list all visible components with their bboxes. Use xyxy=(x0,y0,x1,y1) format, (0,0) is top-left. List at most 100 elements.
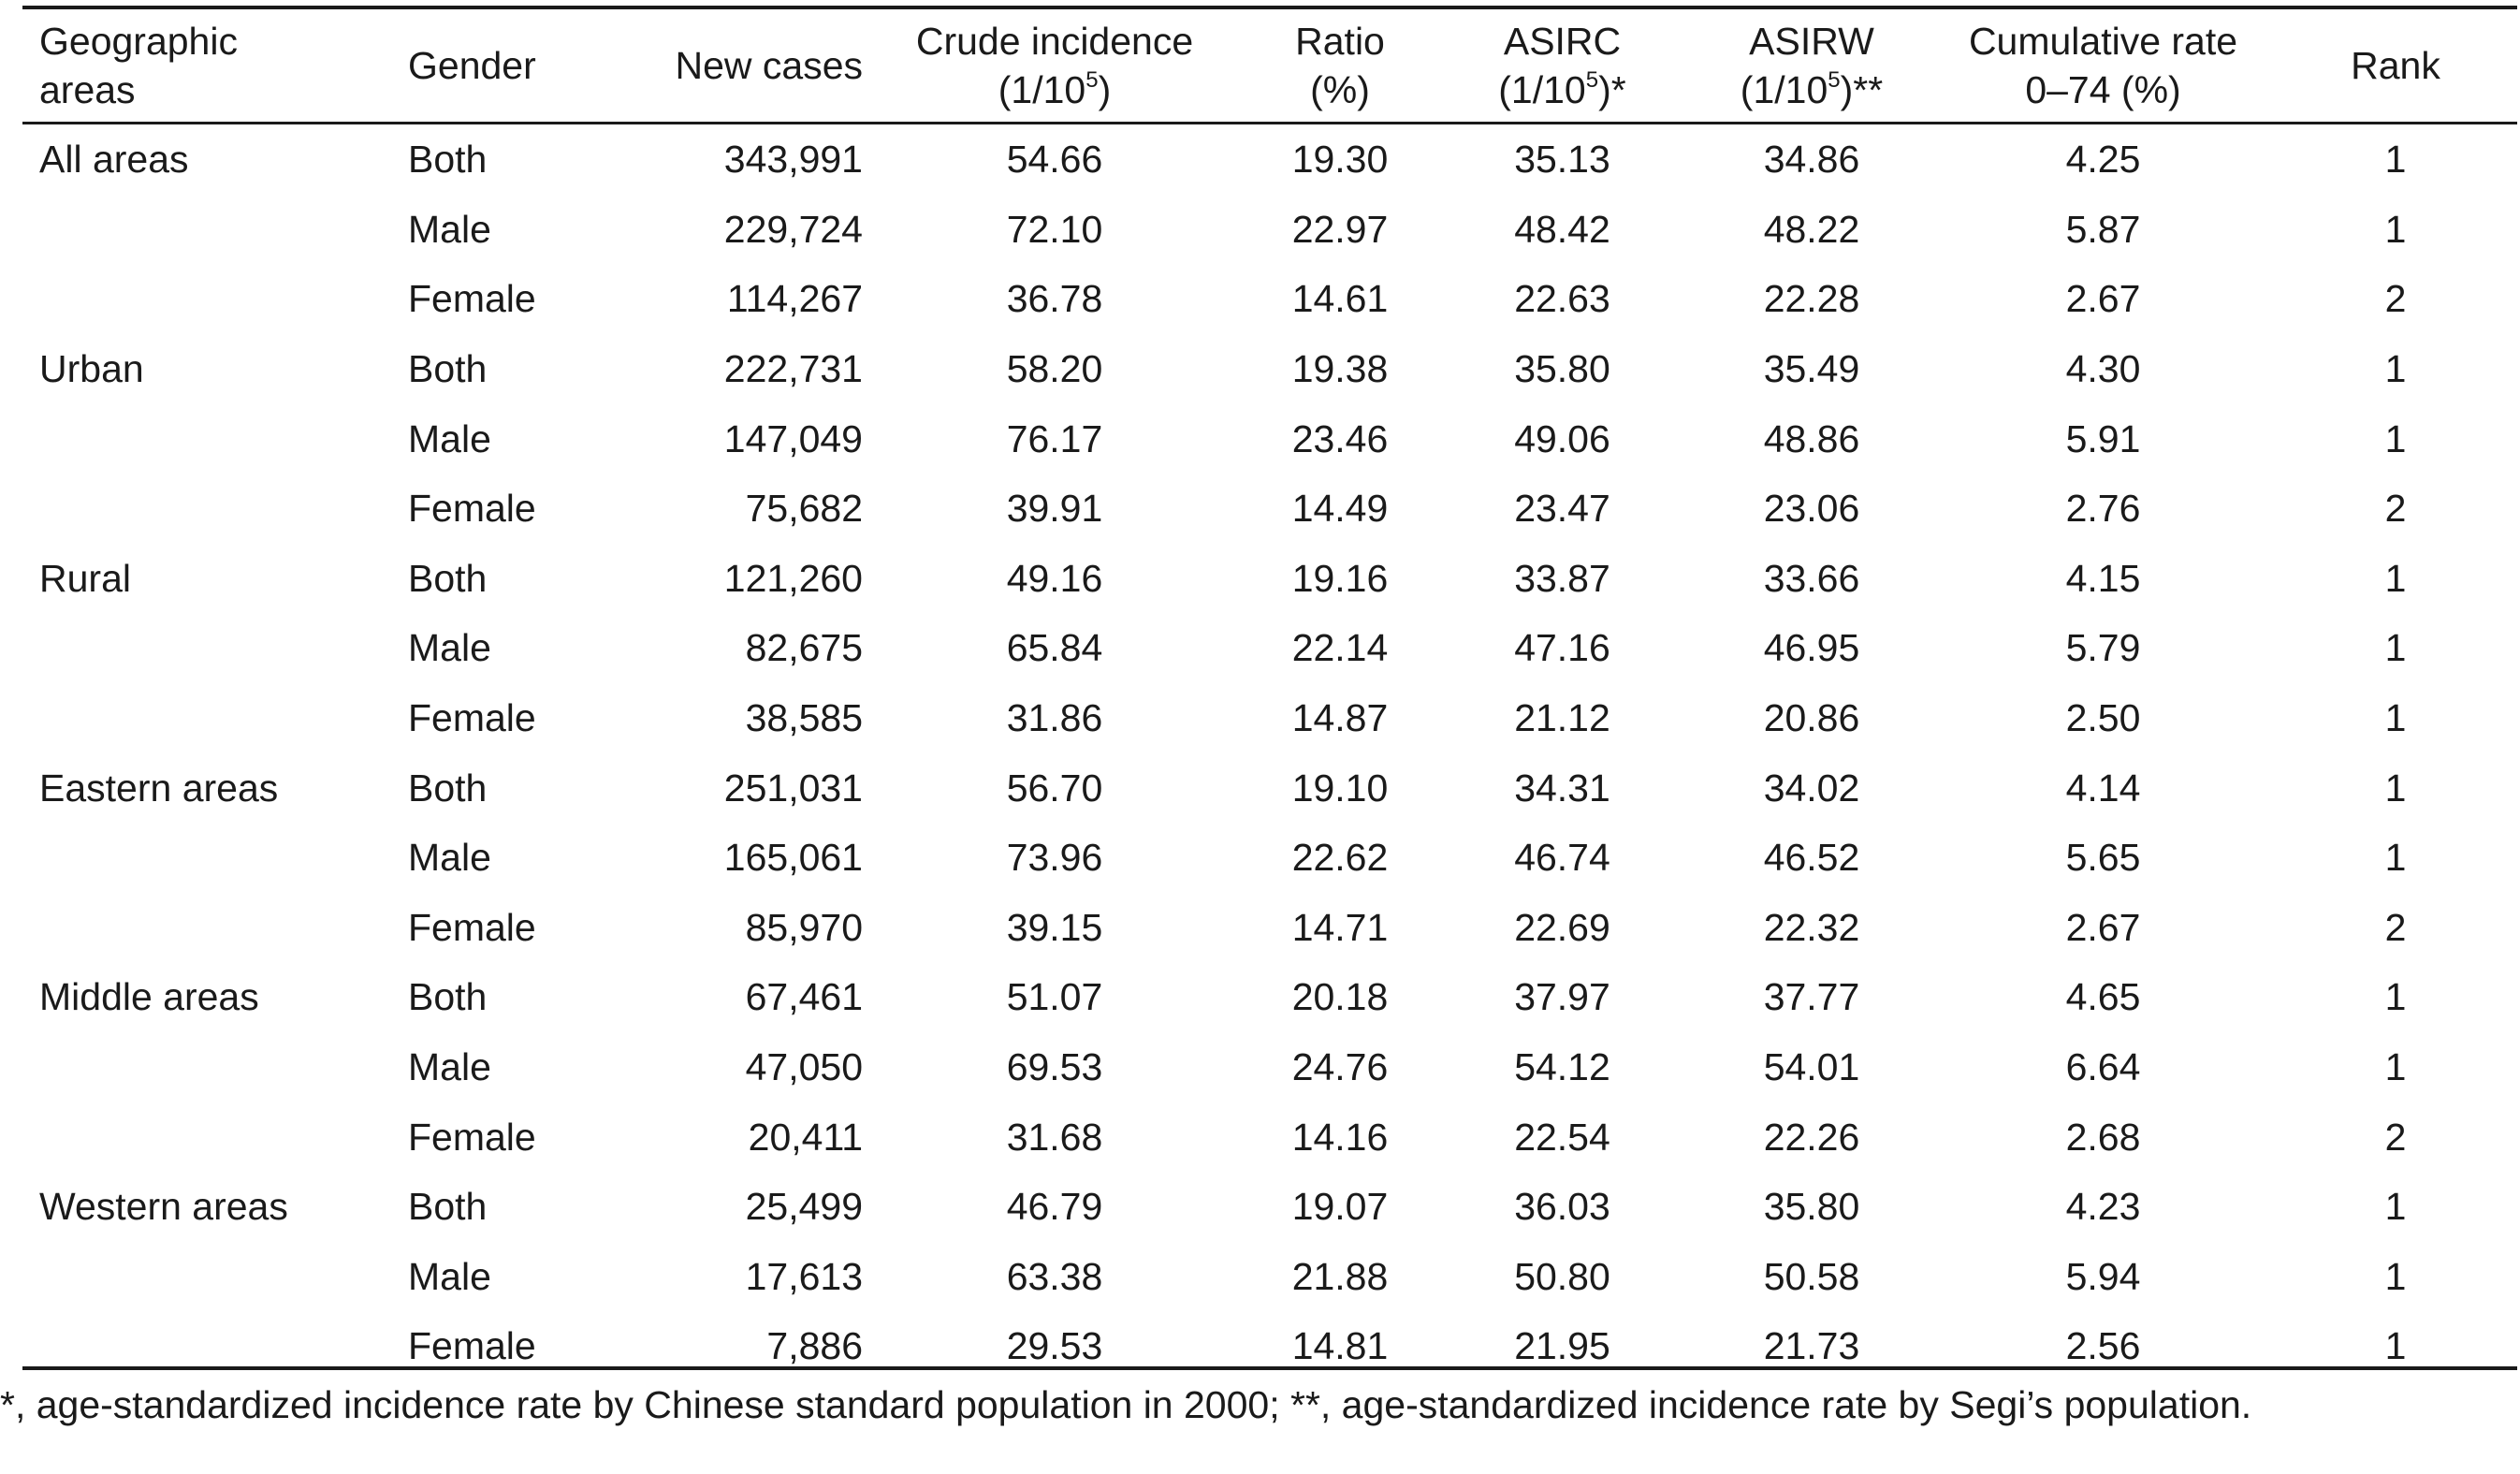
header-cum-title: Cumulative rate xyxy=(1968,20,2238,63)
header-crude-title: Crude incidence xyxy=(915,20,1194,63)
row-gender: Female xyxy=(408,1324,536,1368)
row-crude-incidence: 36.78 xyxy=(1006,277,1103,321)
row-new-cases: 222,731 xyxy=(723,347,863,391)
row-area xyxy=(22,613,408,683)
row-area: Eastern areas xyxy=(39,766,279,810)
row-cumulative-rate: 2.67 xyxy=(2065,277,2141,321)
header-new-cases: New cases xyxy=(675,44,863,87)
table-row: Male 147,049 76.17 23.46 49.06 48.86 5.91 1 xyxy=(22,403,2517,474)
row-gender: Male xyxy=(408,207,491,251)
row-crude-incidence: 29.53 xyxy=(1006,1324,1103,1368)
row-crude-incidence: 69.53 xyxy=(1006,1045,1103,1089)
row-asirc: 21.95 xyxy=(1514,1324,1610,1368)
row-cumulative-rate: 5.79 xyxy=(2065,626,2141,670)
table-row: Female 85,970 39.15 14.71 22.69 22.32 2.67 2 xyxy=(22,893,2517,963)
table-row: Urban Both 222,731 58.20 19.38 35.80 35.49 4.30… xyxy=(22,334,2517,404)
row-rank: 1 xyxy=(2384,975,2407,1019)
row-cumulative-rate: 2.50 xyxy=(2065,696,2141,740)
row-gender: Female xyxy=(408,905,536,949)
row-asirc: 23.47 xyxy=(1514,487,1610,531)
row-area xyxy=(22,403,408,474)
row-area: Urban xyxy=(39,347,144,391)
row-rank: 1 xyxy=(2384,1324,2407,1368)
row-gender: Male xyxy=(408,1254,491,1298)
row-rank: 1 xyxy=(2384,626,2407,670)
row-cumulative-rate: 4.15 xyxy=(2065,556,2141,600)
row-area: Rural xyxy=(39,556,131,600)
row-ratio: 22.97 xyxy=(1291,207,1389,251)
header-asirw-unit: (1/105)** xyxy=(1691,66,1932,114)
header-geographic-areas: Geographic areas xyxy=(22,9,408,122)
header-asirc: ASIRC (1/105)* xyxy=(1434,9,1691,122)
row-ratio: 19.07 xyxy=(1291,1185,1389,1229)
row-rank: 2 xyxy=(2384,277,2407,321)
row-asirc: 54.12 xyxy=(1514,1045,1610,1089)
header-asirc-title: ASIRC xyxy=(1503,20,1622,63)
row-area xyxy=(22,264,408,334)
header-cum-range: 0–74 (%) xyxy=(2025,68,2181,111)
row-ratio: 14.87 xyxy=(1291,696,1389,740)
row-crude-incidence: 39.91 xyxy=(1006,487,1103,531)
row-new-cases: 165,061 xyxy=(723,836,863,880)
row-rank: 2 xyxy=(2384,1115,2407,1159)
row-ratio: 14.71 xyxy=(1291,905,1389,949)
asirc-unit-pre: (1/10 xyxy=(1498,68,1586,111)
row-new-cases: 114,267 xyxy=(726,277,863,321)
row-gender: Both xyxy=(408,347,488,391)
row-asirc: 33.87 xyxy=(1514,556,1610,600)
asirw-unit-pre: (1/10 xyxy=(1740,68,1828,111)
row-area xyxy=(22,1102,408,1172)
row-gender: Both xyxy=(408,1185,488,1229)
row-asirc: 21.12 xyxy=(1514,696,1610,740)
row-ratio: 22.14 xyxy=(1291,626,1389,670)
row-cumulative-rate: 4.14 xyxy=(2065,766,2141,810)
row-ratio: 14.81 xyxy=(1291,1324,1389,1368)
header-asirw-title: ASIRW xyxy=(1749,20,1874,63)
row-gender: Female xyxy=(408,1115,536,1159)
row-new-cases: 25,499 xyxy=(745,1185,863,1229)
row-crude-incidence: 39.15 xyxy=(1006,905,1103,949)
row-new-cases: 75,682 xyxy=(745,487,863,531)
row-rank: 1 xyxy=(2384,1045,2407,1089)
row-gender: Both xyxy=(408,138,488,182)
row-gender: Both xyxy=(408,975,488,1019)
table-row: Female 75,682 39.91 14.49 23.47 23.06 2.76 2 xyxy=(22,474,2517,544)
row-gender: Male xyxy=(408,416,491,460)
row-asirc: 47.16 xyxy=(1514,626,1610,670)
table-bottom-rule xyxy=(22,1366,2517,1370)
row-cumulative-rate: 2.76 xyxy=(2065,487,2141,531)
row-asirc: 50.80 xyxy=(1514,1254,1610,1298)
row-ratio: 20.18 xyxy=(1291,975,1389,1019)
header-cumulative-rate: Cumulative rate 0–74 (%) xyxy=(1932,9,2274,122)
row-area: Western areas xyxy=(39,1185,288,1229)
row-rank: 1 xyxy=(2384,416,2407,460)
row-gender: Male xyxy=(408,836,491,880)
row-area: All areas xyxy=(39,138,189,182)
table-row: Rural Both 121,260 49.16 19.16 33.87 33.66 4.15… xyxy=(22,544,2517,614)
row-rank: 1 xyxy=(2384,138,2407,182)
row-cumulative-rate: 4.25 xyxy=(2065,138,2141,182)
row-gender: Both xyxy=(408,556,488,600)
row-asirw: 34.86 xyxy=(1763,138,1860,182)
table-row: Female 7,886 29.53 14.81 21.95 21.73 2.56 1 xyxy=(22,1311,2517,1381)
table-row: Western areas Both 25,499 46.79 19.07 36.03 35… xyxy=(22,1172,2517,1242)
table-row: Female 114,267 36.78 14.61 22.63 22.28 2.67 2 xyxy=(22,264,2517,334)
row-asirw: 22.26 xyxy=(1763,1115,1860,1159)
row-cumulative-rate: 2.67 xyxy=(2065,905,2141,949)
row-asirw: 23.06 xyxy=(1763,487,1860,531)
table-row: Male 17,613 63.38 21.88 50.80 50.58 5.94 1 xyxy=(22,1242,2517,1312)
row-asirc: 22.63 xyxy=(1514,277,1610,321)
row-new-cases: 20,411 xyxy=(748,1115,863,1159)
row-asirc: 48.42 xyxy=(1514,207,1610,251)
table-rows: All areas Both 343,991 54.66 19.30 35.13 34.86… xyxy=(22,124,2517,1381)
row-asirc: 35.80 xyxy=(1514,347,1610,391)
row-cumulative-rate: 5.87 xyxy=(2065,207,2141,251)
row-asirc: 22.69 xyxy=(1514,905,1610,949)
header-asirc-unit: (1/105)* xyxy=(1434,66,1691,114)
row-ratio: 24.76 xyxy=(1291,1045,1389,1089)
row-new-cases: 343,991 xyxy=(723,138,863,182)
table-row: Male 47,050 69.53 24.76 54.12 54.01 6.64 1 xyxy=(22,1032,2517,1102)
row-asirw: 48.22 xyxy=(1763,207,1860,251)
row-new-cases: 67,461 xyxy=(745,975,863,1019)
row-area xyxy=(22,1311,408,1381)
